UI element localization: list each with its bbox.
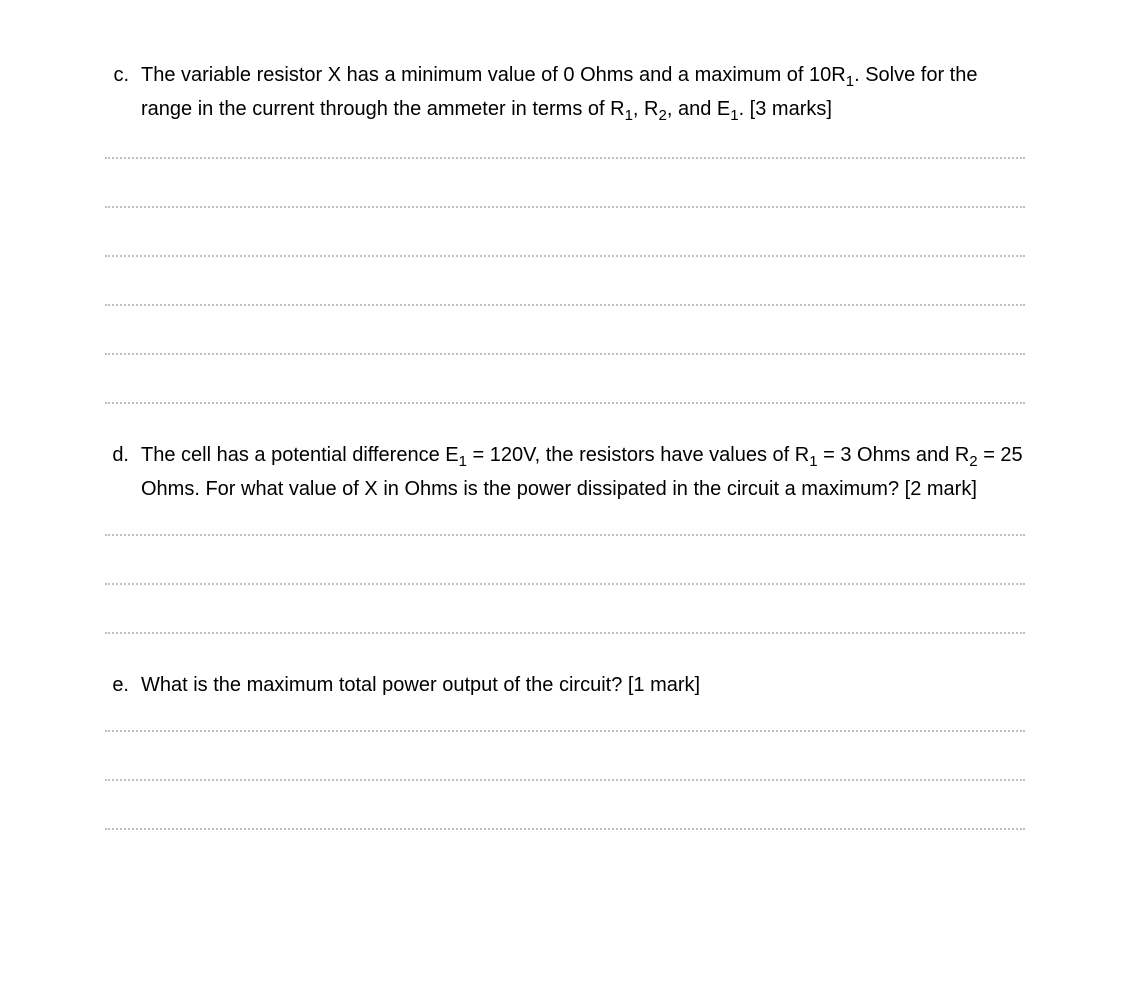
answer-line: [105, 730, 1025, 732]
question-c-sub2: 1: [625, 107, 633, 124]
question-d-block: d. The cell has a potential difference E…: [105, 440, 1025, 634]
answer-line: [105, 206, 1025, 208]
question-e-block: e. What is the maximum total power outpu…: [105, 670, 1025, 830]
question-d-sub3: 2: [969, 453, 977, 470]
answer-line: [105, 583, 1025, 585]
question-d-text: The cell has a potential difference E1 =…: [141, 440, 1025, 504]
question-d-sub1: 1: [459, 453, 467, 470]
question-e-text: What is the maximum total power output o…: [141, 670, 1025, 700]
question-d-part3: = 3 Ohms and R: [818, 444, 970, 466]
question-d-label: d.: [105, 440, 141, 470]
answer-line: [105, 304, 1025, 306]
question-e-label: e.: [105, 670, 141, 700]
question-c-part1: The variable resistor X has a minimum va…: [141, 64, 846, 86]
answer-line: [105, 353, 1025, 355]
question-c-sub1: 1: [846, 73, 854, 90]
question-d-part1: The cell has a potential difference E: [141, 444, 459, 466]
answer-line: [105, 255, 1025, 257]
question-c-part3: , R: [633, 98, 659, 120]
question-c-text: The variable resistor X has a minimum va…: [141, 60, 1025, 127]
question-c-part5: . [3 marks]: [739, 98, 832, 120]
question-e-row: e. What is the maximum total power outpu…: [105, 670, 1025, 700]
answer-line: [105, 632, 1025, 634]
question-d-row: d. The cell has a potential difference E…: [105, 440, 1025, 504]
question-c-row: c. The variable resistor X has a minimum…: [105, 60, 1025, 127]
question-c-block: c. The variable resistor X has a minimum…: [105, 60, 1025, 404]
question-c-answer-area: [105, 157, 1025, 404]
answer-line: [105, 828, 1025, 830]
question-d-part2: = 120V, the resistors have values of R: [467, 444, 809, 466]
answer-line: [105, 779, 1025, 781]
question-e-answer-area: [105, 730, 1025, 830]
answer-line: [105, 157, 1025, 159]
question-c-label: c.: [105, 60, 141, 90]
question-d-answer-area: [105, 534, 1025, 634]
question-c-sub4: 1: [730, 107, 738, 124]
question-c-sub3: 2: [658, 107, 666, 124]
question-d-sub2: 1: [809, 453, 817, 470]
answer-line: [105, 402, 1025, 404]
answer-line: [105, 534, 1025, 536]
question-c-part4: , and E: [667, 98, 730, 120]
